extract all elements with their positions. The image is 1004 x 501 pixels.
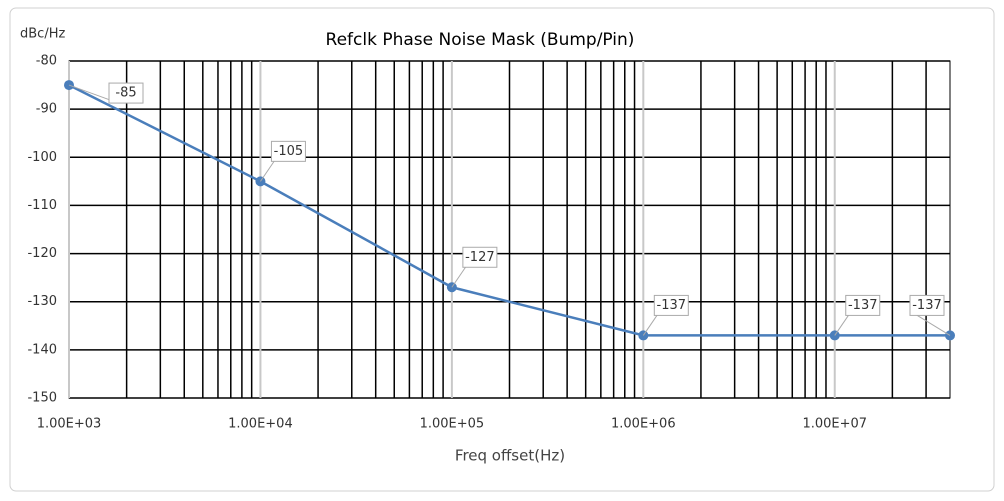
label-leader — [913, 312, 951, 336]
label-box — [845, 294, 881, 316]
y-tick-label: -100 — [27, 150, 57, 165]
series-line — [68, 83, 950, 337]
label-leader — [642, 313, 659, 336]
y-tick-label: -120 — [27, 246, 57, 261]
y-tick-label: -110 — [27, 198, 57, 213]
label-leader — [68, 84, 114, 102]
y-tick-label: -90 — [36, 102, 57, 117]
y-tick-label: -80 — [36, 54, 57, 69]
data-label: -137 — [657, 298, 687, 313]
x-axis-label: Freq offset(Hz) — [455, 447, 565, 465]
label-box — [462, 246, 498, 268]
y-tick-label: -150 — [27, 391, 57, 406]
x-tick-label: 1.00E+06 — [611, 417, 676, 432]
label-leader — [834, 313, 851, 336]
data-label: -127 — [465, 250, 495, 265]
label-box — [909, 294, 945, 316]
data-label: -137 — [912, 298, 942, 313]
chart-title: Refclk Phase Noise Mask (Bump/Pin) — [326, 30, 635, 50]
label-box — [653, 294, 689, 316]
y-tick-label: -140 — [27, 342, 57, 357]
data-label: -137 — [848, 298, 878, 313]
x-tick-label: 1.00E+07 — [802, 417, 867, 432]
label-box — [270, 140, 306, 162]
data-label: -105 — [274, 144, 304, 159]
label-leader — [260, 159, 276, 182]
x-tick-label: 1.00E+04 — [228, 417, 293, 432]
data-label: -85 — [115, 86, 136, 101]
x-tick-label: 1.00E+03 — [37, 417, 102, 432]
y-axis-label: dBc/Hz — [20, 27, 65, 42]
y-tick-label: -130 — [27, 294, 57, 309]
label-leader — [451, 264, 468, 288]
label-box — [108, 82, 144, 104]
x-tick-label: 1.00E+05 — [420, 417, 485, 432]
